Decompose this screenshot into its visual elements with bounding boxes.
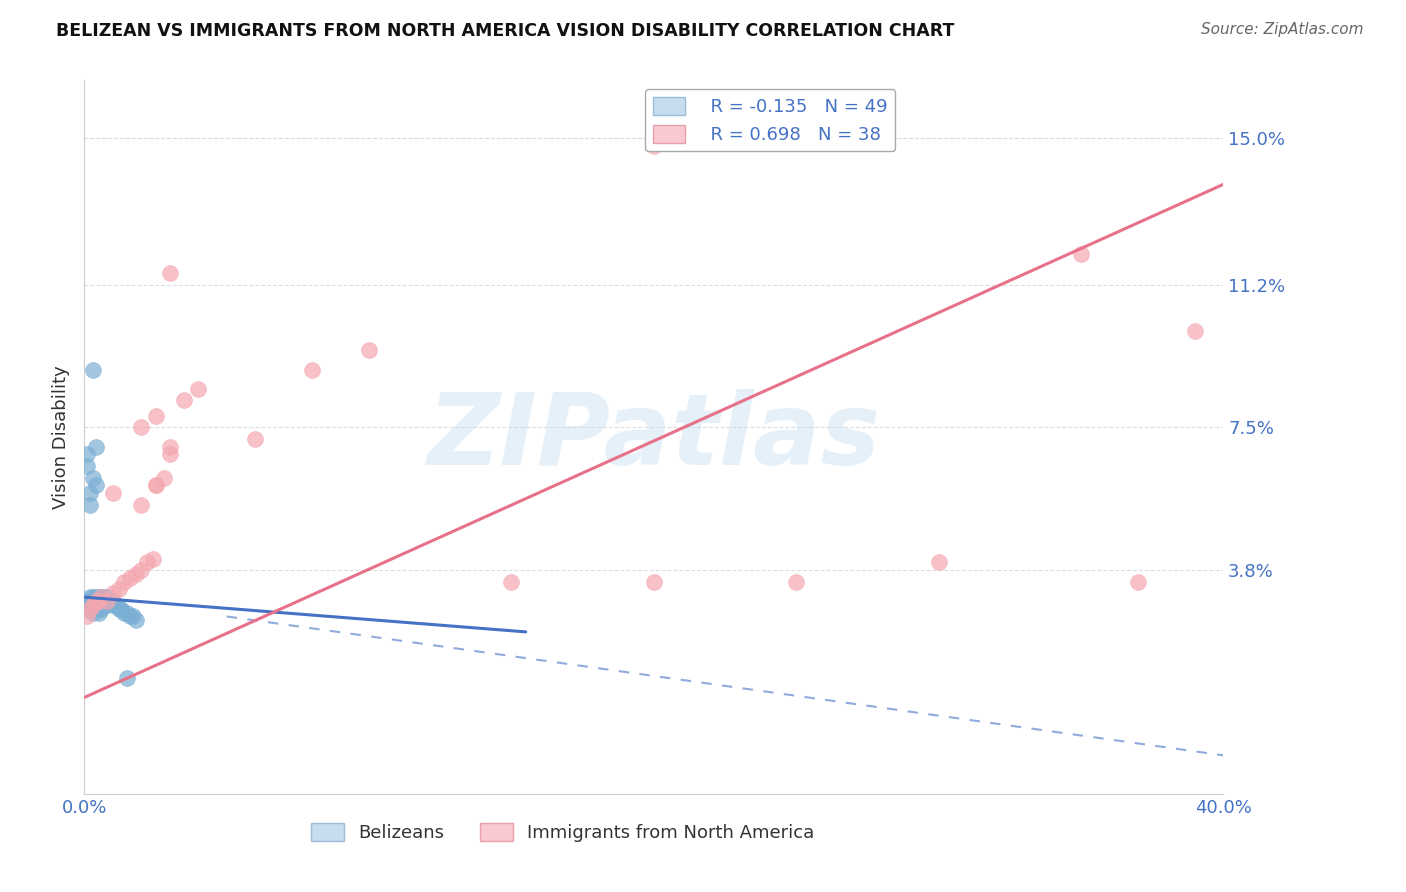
Point xyxy=(142,551,165,566)
Legend: Belizeans, Immigrants from North America: Belizeans, Immigrants from North America xyxy=(304,815,821,849)
Point xyxy=(110,601,132,615)
Point xyxy=(131,420,153,434)
Point xyxy=(145,409,167,423)
Point xyxy=(101,594,124,608)
Point xyxy=(90,601,112,615)
Point xyxy=(79,486,101,500)
Point xyxy=(79,498,101,512)
Point xyxy=(153,470,176,484)
Point xyxy=(107,601,129,615)
Point xyxy=(76,609,98,624)
Point xyxy=(84,440,107,454)
Point xyxy=(82,594,104,608)
Point xyxy=(79,601,101,615)
Point xyxy=(84,478,107,492)
Point xyxy=(82,470,104,484)
Point xyxy=(87,598,110,612)
Point xyxy=(245,432,267,446)
Point xyxy=(84,601,107,615)
Point xyxy=(101,586,124,600)
Point xyxy=(93,598,115,612)
Point xyxy=(79,590,101,604)
Point xyxy=(82,362,104,376)
Text: BELIZEAN VS IMMIGRANTS FROM NORTH AMERICA VISION DISABILITY CORRELATION CHART: BELIZEAN VS IMMIGRANTS FROM NORTH AMERIC… xyxy=(56,22,955,40)
Point xyxy=(115,606,138,620)
Point xyxy=(93,594,115,608)
Point xyxy=(90,598,112,612)
Point xyxy=(82,598,104,612)
Point xyxy=(785,574,807,589)
Point xyxy=(90,590,112,604)
Point xyxy=(96,598,118,612)
Point xyxy=(87,590,110,604)
Point xyxy=(101,598,124,612)
Point xyxy=(112,574,135,589)
Point xyxy=(145,478,167,492)
Point xyxy=(79,598,101,612)
Point xyxy=(643,139,665,153)
Point xyxy=(76,458,98,473)
Point xyxy=(82,606,104,620)
Point xyxy=(121,609,143,624)
Point xyxy=(104,598,127,612)
Point xyxy=(359,343,381,358)
Point xyxy=(76,601,98,615)
Point xyxy=(124,613,146,627)
Point xyxy=(112,606,135,620)
Point xyxy=(173,393,195,408)
Point xyxy=(136,556,159,570)
Point xyxy=(501,574,523,589)
Point xyxy=(159,447,181,461)
Point xyxy=(98,594,121,608)
Point xyxy=(643,574,665,589)
Point xyxy=(84,594,107,608)
Point xyxy=(187,382,209,396)
Point xyxy=(101,486,124,500)
Y-axis label: Vision Disability: Vision Disability xyxy=(52,365,70,509)
Point xyxy=(118,609,141,624)
Point xyxy=(84,594,107,608)
Point xyxy=(76,594,98,608)
Point xyxy=(82,601,104,615)
Point xyxy=(87,606,110,620)
Point xyxy=(124,567,146,582)
Point xyxy=(115,671,138,685)
Point xyxy=(1126,574,1149,589)
Point xyxy=(301,362,323,376)
Point xyxy=(118,571,141,585)
Point xyxy=(1070,247,1092,261)
Point xyxy=(76,447,98,461)
Point xyxy=(79,601,101,615)
Point xyxy=(131,498,153,512)
Point xyxy=(87,601,110,615)
Point xyxy=(93,590,115,604)
Point xyxy=(87,594,110,608)
Point xyxy=(87,594,110,608)
Point xyxy=(928,556,950,570)
Point xyxy=(84,598,107,612)
Point xyxy=(145,478,167,492)
Point xyxy=(159,440,181,454)
Point xyxy=(84,590,107,604)
Text: ZIPatlas: ZIPatlas xyxy=(427,389,880,485)
Point xyxy=(131,563,153,577)
Point xyxy=(96,594,118,608)
Point xyxy=(159,266,181,280)
Point xyxy=(90,594,112,608)
Point xyxy=(107,582,129,597)
Point xyxy=(96,590,118,604)
Point xyxy=(82,590,104,604)
Point xyxy=(90,590,112,604)
Text: Source: ZipAtlas.com: Source: ZipAtlas.com xyxy=(1201,22,1364,37)
Point xyxy=(96,594,118,608)
Point xyxy=(1184,324,1206,338)
Point xyxy=(82,598,104,612)
